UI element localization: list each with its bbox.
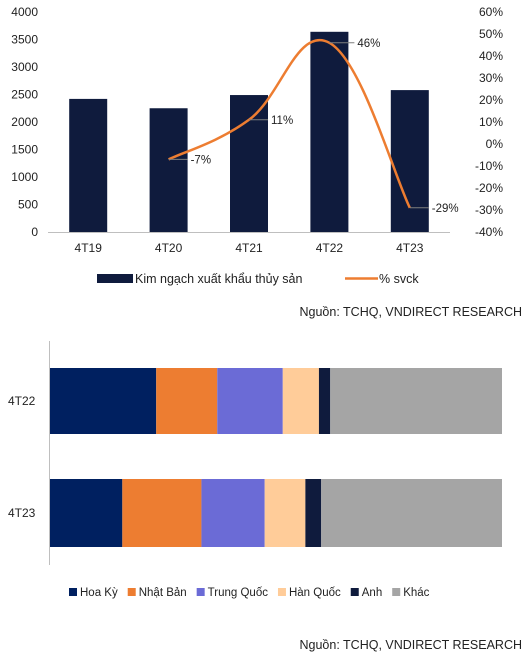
line-data-label: -29% [432,203,459,215]
chart2-source: Nguồn: TCHQ, VNDIRECT RESEARCH [299,638,522,652]
left-tick-label: 3500 [11,33,38,47]
legend-label: Trung Quốc [208,587,269,599]
stacked-segment [217,368,283,434]
legend-label: Khác [403,587,429,599]
x-tick-label: 4T20 [155,241,183,255]
stacked-segment [264,479,306,547]
right-tick-label: -10% [475,159,503,173]
x-tick-label: 4T23 [396,241,424,255]
legend-label: Anh [362,587,382,599]
bar [69,98,108,233]
right-tick-label: -20% [475,181,503,195]
stacked-segment [122,479,202,547]
right-tick-label: 60% [479,5,503,19]
x-tick-label: 4T21 [235,241,263,255]
stacked-segment [321,479,502,547]
legend-swatch [392,588,401,596]
market-share-chart: 4T22 4T23 Hoa Kỳ Nhật Bản Trung Quốc Hàn Quốc… [8,341,502,599]
stacked-segment [201,479,265,547]
legend-label: Hàn Quốc [289,587,341,599]
legend-label-line: % svck [379,272,419,286]
bar [149,108,188,232]
legend-swatch-bar [97,274,133,283]
legend-swatch [277,588,286,596]
legend-label: Nhật Bản [139,587,187,599]
growth-line [168,39,411,209]
bar [390,90,429,232]
right-tick-label: 20% [479,93,503,107]
left-tick-label: 1500 [11,143,38,157]
left-tick-label: 0 [31,225,38,239]
right-tick-label: 40% [479,49,503,63]
left-tick-label: 3000 [11,60,38,74]
legend-swatch [350,588,359,596]
category-label: 4T23 [8,506,36,520]
right-tick-label: 50% [479,27,503,41]
stacked-segment [50,368,157,434]
legend-label-bar: Kim ngạch xuất khẩu thủy sản [135,272,303,286]
bar [230,95,268,232]
x-tick-label: 4T22 [316,241,344,255]
bar [310,31,349,232]
left-tick-label: 1000 [11,170,38,184]
category-label: 4T22 [8,394,36,408]
line-data-label: 11% [271,115,293,127]
legend-label: Hoa Kỳ [80,587,118,599]
left-tick-label: 2000 [11,115,38,129]
stacked-segment [282,368,319,434]
right-tick-label: 30% [479,71,503,85]
stacked-segment [318,368,331,434]
stacked-segment [305,479,322,547]
left-tick-label: 4000 [11,5,38,19]
x-tick-label: 4T19 [75,241,103,255]
legend-swatch [196,588,205,596]
line-data-label: 46% [357,38,380,50]
stacked-segment [330,368,502,434]
chart1-source: Nguồn: TCHQ, VNDIRECT RESEARCH [299,305,522,319]
right-tick-label: 0% [486,137,504,151]
right-tick-label: -40% [475,225,503,239]
right-tick-label: -30% [475,203,503,217]
export-chart: 0 500 1000 1500 2000 2500 3000 3500 4000 -40% -30%… [11,5,504,286]
line-data-label: -7% [191,154,211,166]
right-tick-label: 10% [479,115,503,129]
left-tick-label: 500 [18,198,38,212]
left-tick-label: 2500 [11,88,38,102]
stacked-segment [50,479,123,547]
stacked-segment [156,368,218,434]
legend-swatch [127,588,136,596]
legend-swatch [69,588,77,596]
